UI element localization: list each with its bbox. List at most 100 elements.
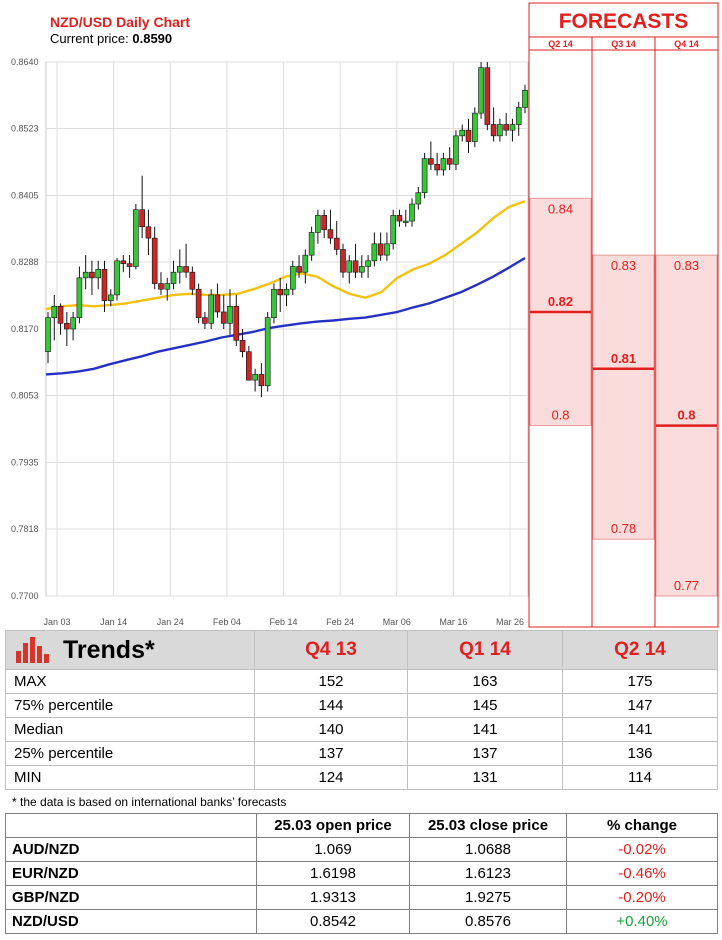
candle-body bbox=[114, 260, 120, 296]
candle-body bbox=[139, 209, 145, 228]
candle-body bbox=[434, 163, 440, 171]
fx-col-header bbox=[5, 813, 257, 838]
fx-row: NZD/USD 0.8542 0.8576 +0.40% bbox=[5, 909, 718, 934]
trends-row: MAX 152 163 175 bbox=[5, 669, 718, 694]
fx-row: EUR/NZD 1.6198 1.6123 -0.46% bbox=[5, 861, 718, 886]
x-tick-label: Jan 03 bbox=[43, 617, 70, 627]
trends-col-header: Q4 13 bbox=[254, 630, 408, 670]
candle-body bbox=[302, 254, 309, 273]
y-tick-label: 0.8288 bbox=[11, 257, 39, 267]
trends-row-label: MIN bbox=[5, 765, 255, 790]
trends-cell: 144 bbox=[254, 693, 408, 718]
x-tick-label: Mar 06 bbox=[383, 617, 411, 627]
candle-body bbox=[515, 107, 522, 125]
forecast-col-label: Q2 14 bbox=[548, 39, 573, 49]
candle-body bbox=[522, 90, 528, 108]
candle-body bbox=[195, 288, 202, 318]
trends-row-label: 75% percentile bbox=[5, 693, 255, 718]
trends-row: 25% percentile 137 137 136 bbox=[5, 741, 718, 766]
trends-cell: 137 bbox=[254, 741, 408, 766]
candle-body bbox=[428, 158, 434, 165]
candle-body bbox=[371, 243, 378, 262]
y-tick-label: 0.7935 bbox=[11, 458, 39, 468]
forecast-median-label: 0.82 bbox=[548, 294, 573, 309]
candle-body bbox=[252, 374, 258, 381]
candle-body bbox=[359, 266, 365, 273]
forecast-range-band bbox=[592, 254, 655, 540]
candle-body bbox=[183, 266, 189, 273]
fx-change: -0.02% bbox=[566, 837, 718, 862]
candle-body bbox=[76, 277, 83, 318]
y-tick-label: 0.8405 bbox=[11, 191, 39, 201]
fx-col-header: 25.03 open price bbox=[256, 813, 410, 838]
trends-cell: 163 bbox=[407, 669, 563, 694]
candle-body bbox=[471, 112, 478, 142]
current-price-value: 0.8590 bbox=[132, 31, 172, 46]
trends-row: 75% percentile 144 145 147 bbox=[5, 693, 718, 718]
trends-col-header: Q2 14 bbox=[562, 630, 718, 670]
candle-body bbox=[308, 232, 315, 256]
candle-body bbox=[321, 215, 327, 230]
bar-chart-icon bbox=[16, 637, 49, 663]
candle-body bbox=[509, 124, 516, 131]
chart-title: NZD/USD Daily Chart bbox=[50, 14, 190, 30]
candle-body bbox=[346, 260, 353, 273]
candle-body bbox=[296, 266, 302, 273]
candle-body bbox=[64, 323, 70, 330]
y-tick-label: 0.7700 bbox=[11, 591, 39, 601]
candle-body bbox=[283, 288, 290, 296]
trends-cell: 136 bbox=[562, 741, 718, 766]
candle-body bbox=[57, 305, 64, 324]
candle-body bbox=[107, 294, 114, 301]
fx-pair: NZD/USD bbox=[5, 909, 257, 934]
fx-change: +0.40% bbox=[566, 909, 718, 934]
fx-col-header: 25.03 close price bbox=[409, 813, 567, 838]
candle-body bbox=[145, 226, 152, 239]
candle-body bbox=[497, 124, 503, 137]
candle-body bbox=[333, 237, 340, 250]
forecast-col-label: Q3 14 bbox=[611, 39, 636, 49]
candle-body bbox=[446, 158, 453, 165]
forecast-high-label: 0.83 bbox=[611, 258, 636, 273]
trends-row-label: Median bbox=[5, 717, 255, 742]
candle-body bbox=[365, 260, 371, 267]
chart-subtitle: Current price: 0.8590 bbox=[50, 31, 172, 46]
trends-cell: 131 bbox=[407, 765, 563, 790]
candle-body bbox=[70, 317, 76, 330]
x-tick-label: Jan 14 bbox=[100, 617, 127, 627]
candle-body bbox=[95, 269, 102, 279]
candle-body bbox=[453, 135, 459, 165]
trends-row: MIN 124 131 114 bbox=[5, 765, 718, 790]
x-tick-label: Feb 14 bbox=[269, 617, 297, 627]
candle-body bbox=[459, 129, 466, 137]
candle-body bbox=[384, 243, 390, 256]
fx-close: 1.9275 bbox=[409, 885, 567, 910]
candle-body bbox=[490, 124, 497, 137]
trends-cell: 147 bbox=[562, 693, 718, 718]
ma-long-line bbox=[45, 256, 526, 376]
candle-body bbox=[264, 317, 271, 387]
trends-cell: 145 bbox=[407, 693, 563, 718]
trends-title: Trends* bbox=[63, 635, 155, 664]
fx-row: AUD/NZD 1.069 1.0688 -0.02% bbox=[5, 837, 718, 862]
trends-cell: 141 bbox=[562, 717, 718, 742]
candle-body bbox=[177, 266, 183, 273]
trends-cell: 137 bbox=[407, 741, 563, 766]
forecasts-title: FORECASTS bbox=[559, 10, 689, 33]
ma-short-line bbox=[45, 200, 526, 311]
candle-body bbox=[315, 215, 321, 233]
candle-body bbox=[101, 269, 108, 301]
forecast-median-label: 0.8 bbox=[677, 408, 695, 423]
y-tick-label: 0.8640 bbox=[11, 57, 39, 67]
candle-body bbox=[271, 288, 277, 318]
candle-body bbox=[377, 243, 384, 256]
fx-open: 1.069 bbox=[256, 837, 410, 862]
candle-body bbox=[158, 283, 164, 290]
x-tick-label: Mar 26 bbox=[496, 617, 524, 627]
trends-cell: 114 bbox=[562, 765, 718, 790]
candle-body bbox=[465, 129, 472, 142]
forecast-median-label: 0.81 bbox=[611, 351, 636, 366]
candle-body bbox=[170, 271, 177, 284]
candle-body bbox=[126, 263, 133, 267]
fx-pair: GBP/NZD bbox=[5, 885, 257, 910]
